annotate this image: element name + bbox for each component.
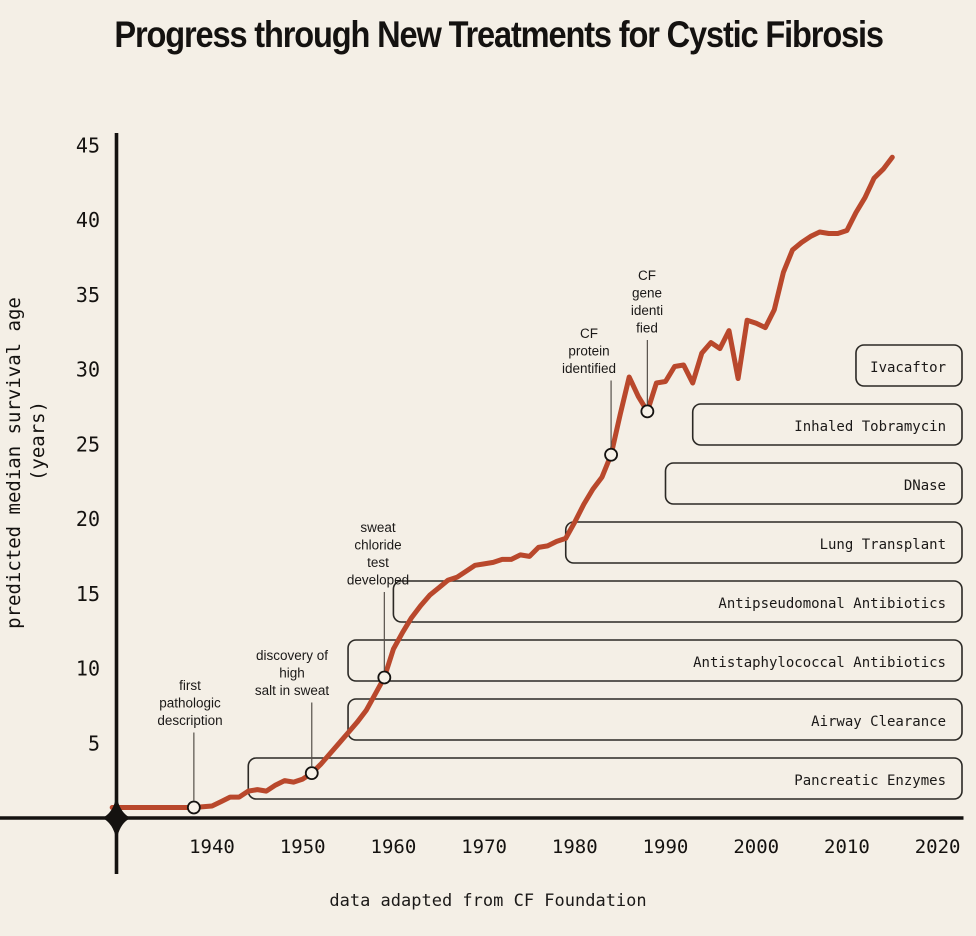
chart-title-row: Progress through New Treatments for Cyst… (0, 14, 976, 56)
event-label: developed (347, 573, 409, 588)
treatment-box (392, 580, 963, 623)
y-tick-label: 25 (76, 432, 100, 456)
x-tick-label: 2000 (733, 836, 779, 858)
y-axis-title: predicted median survival age (3, 297, 25, 629)
event-label: discovery of (256, 648, 328, 663)
treatment-box-label: Inhaled Tobramycin (794, 419, 946, 435)
x-tick-label: 2010 (824, 836, 870, 858)
treatment-box-label: Pancreatic Enzymes (794, 773, 946, 789)
treatment-box (347, 698, 963, 741)
treatment-box (564, 521, 963, 564)
treatment-box (664, 462, 963, 505)
origin-star-ornament (102, 796, 131, 840)
event-marker (186, 800, 201, 815)
y-axis-title-units: (years) (27, 401, 49, 481)
treatment-box-label: Antipseudomonal Antibiotics (718, 596, 946, 612)
event-marker (377, 670, 392, 685)
y-tick-label: 40 (76, 208, 100, 232)
y-tick-label: 35 (76, 283, 100, 307)
y-tick-label: 10 (76, 657, 100, 681)
x-tick-label: 2020 (915, 836, 961, 858)
x-tick-label: 1970 (461, 836, 507, 858)
event-marker (604, 447, 618, 462)
event-label: description (157, 713, 222, 728)
treatment-box-label: Lung Transplant (820, 537, 946, 553)
x-tick-label: 1950 (280, 836, 326, 858)
x-tick-label: 1940 (189, 836, 235, 858)
treatment-box-label: DNase (904, 478, 946, 494)
event-label: salt in sweat (255, 683, 330, 698)
treatment-box-label: Antistaphylococcal Antibiotics (693, 655, 946, 671)
event-label: fied (636, 321, 658, 336)
y-tick-label: 15 (76, 582, 100, 606)
treatment-box (247, 757, 963, 800)
event-label: identi (631, 303, 663, 318)
event-label: test (367, 555, 389, 570)
treatment-box-label: Ivacaftor (870, 360, 946, 376)
x-tick-label: 1980 (552, 836, 598, 858)
event-marker (640, 404, 655, 419)
survival-line-series (109, 154, 895, 810)
treatment-box (347, 639, 963, 682)
event-label: first (179, 678, 201, 693)
y-tick-label: 20 (76, 507, 100, 531)
event-label: CF (638, 268, 656, 283)
x-tick-label: 1960 (371, 836, 417, 858)
chart-title: Progress through New Treatments for Cyst… (114, 14, 885, 55)
event-label: CF (580, 326, 598, 341)
treatment-box (855, 344, 963, 387)
event-label: high (279, 666, 305, 681)
event-label: pathologic (159, 696, 221, 711)
event-label: chloride (354, 538, 401, 553)
treatment-box (691, 403, 963, 446)
x-tick-label: 1990 (643, 836, 689, 858)
event-label: identified (562, 361, 616, 376)
y-tick-label: 45 (76, 133, 100, 157)
y-tick-label: 5 (88, 731, 100, 755)
event-label: gene (632, 286, 662, 301)
event-label: protein (568, 344, 609, 359)
event-label: sweat (360, 520, 396, 535)
treatment-box-label: Airway Clearance (811, 714, 946, 730)
event-marker (304, 766, 319, 781)
y-tick-label: 30 (76, 358, 100, 382)
source-caption: data adapted from CF Foundation (329, 891, 647, 911)
